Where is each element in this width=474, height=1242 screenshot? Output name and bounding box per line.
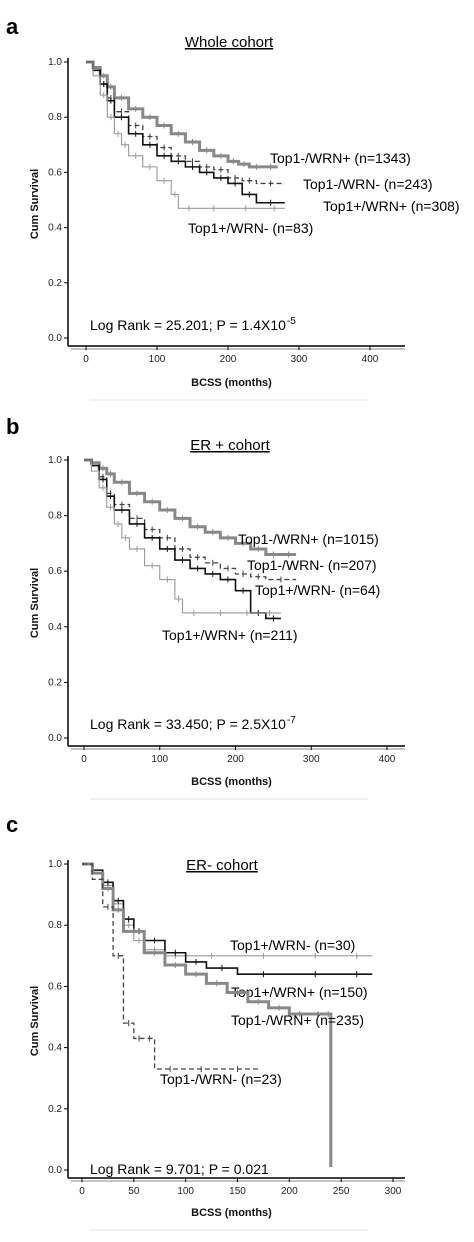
y-tick-label: 1.0 (48, 455, 62, 466)
y-tick-label: 1.0 (48, 57, 62, 68)
y-tick-label: 0.0 (48, 733, 62, 744)
x-axis-label: BCSS (months) (191, 776, 272, 788)
series-line (86, 61, 285, 209)
panel-c: c ER- cohort 0.0 0.2 0.4 0.6 0.8 1.0 0 50 100 150 2… (0, 802, 474, 1242)
x-axis-label: BCSS (months) (191, 377, 272, 389)
y-tick-label: 0.6 (48, 981, 62, 992)
panel-label-b: b (6, 414, 19, 439)
panel-label-a: a (6, 14, 19, 39)
y-tick-label: 0.2 (48, 278, 62, 289)
x-tick-label: 0 (83, 354, 89, 365)
y-tick-label: 0.2 (48, 1104, 62, 1115)
series-label: Top1-/WRN+ (n=1343) (270, 150, 411, 166)
panel-label-c: c (6, 812, 18, 837)
series-line (82, 863, 259, 1070)
x-tick-label: 100 (177, 1186, 194, 1197)
x-tick-label: 200 (220, 354, 237, 365)
x-tick-label: 50 (128, 1186, 140, 1197)
chart-b-svg: b ER + cohort 0.0 0.2 0.4 0.6 0.8 1.0 0 100 200 30… (6, 414, 405, 800)
y-tick-label: 0.8 (48, 920, 62, 931)
series-label: Top1-/WRN- (n=23) (160, 1071, 282, 1087)
x-tick-label: 300 (303, 754, 320, 765)
x-tick-label: 150 (229, 1186, 246, 1197)
series-label: Top1+/WRN+ (n=211) (162, 627, 298, 643)
x-tick-label: 0 (81, 754, 87, 765)
series-label: Top1+/WRN- (n=30) (230, 937, 355, 953)
log-rank-stat: Log Rank = 25.201; P = 1.4X10 (90, 317, 286, 333)
y-tick-label: 0.6 (48, 566, 62, 577)
series-line (82, 863, 373, 975)
panel-a: a Whole cohort 0.0 0.2 0.4 0.6 0.8 1.0 0 100 200 3… (0, 0, 474, 404)
series-line (84, 459, 281, 614)
series-label: Top1+/WRN+ (n=150) (231, 984, 368, 1000)
x-tick-label: 400 (362, 354, 379, 365)
x-tick-label: 250 (333, 1186, 350, 1197)
series-line (84, 458, 297, 557)
x-tick-label: 300 (291, 354, 308, 365)
y-tick-label: 0.8 (48, 112, 62, 123)
series-label: Top1-/WRN+ (n=1015) (238, 531, 379, 547)
chart-title: Whole cohort (185, 34, 274, 51)
x-tick-label: 200 (227, 754, 244, 765)
x-tick-label: 0 (79, 1186, 85, 1197)
log-rank-stat: Log Rank = 9.701; P = 0.021 (90, 1161, 269, 1177)
series-label: Top1+/WRN+ (n=308) (323, 198, 460, 214)
chart-c-svg: c ER- cohort 0.0 0.2 0.4 0.6 0.8 1.0 0 50 100 150 2… (6, 812, 405, 1231)
y-axis-label: Cum Survival (29, 169, 41, 239)
y-tick-label: 0.0 (48, 333, 62, 344)
y-tick-label: 0.0 (48, 1165, 62, 1176)
series-line (86, 60, 278, 169)
x-tick-label: 100 (149, 354, 166, 365)
x-tick-label: 100 (151, 754, 168, 765)
series-label: Top1-/WRN- (n=243) (303, 176, 433, 192)
y-tick-label: 0.4 (48, 622, 62, 633)
log-rank-exponent: -5 (287, 316, 296, 327)
chart-title: ER- cohort (186, 857, 259, 874)
series-line (82, 862, 333, 1167)
series-label: Top1+/WRN- (n=64) (255, 582, 380, 598)
y-tick-label: 1.0 (48, 859, 62, 870)
x-tick-label: 300 (385, 1186, 402, 1197)
series-label: Top1-/WRN+ (n=235) (231, 1012, 364, 1028)
series-label: Top1+/WRN- (n=83) (188, 220, 313, 236)
y-axis-label: Cum Survival (29, 568, 41, 638)
panel-b: b ER + cohort 0.0 0.2 0.4 0.6 0.8 1.0 0 100 200 30… (0, 404, 474, 802)
chart-title: ER + cohort (190, 437, 270, 454)
y-tick-label: 0.6 (48, 167, 62, 178)
log-rank-exponent: -7 (287, 715, 296, 726)
y-tick-label: 0.4 (48, 1043, 62, 1054)
log-rank-stat: Log Rank = 33.450; P = 2.5X10 (90, 716, 286, 732)
x-axis-label: BCSS (months) (191, 1207, 272, 1219)
series-label: Top1-/WRN- (n=207) (247, 557, 377, 573)
y-tick-label: 0.4 (48, 223, 62, 234)
y-tick-label: 0.2 (48, 677, 62, 688)
chart-a-svg: a Whole cohort 0.0 0.2 0.4 0.6 0.8 1.0 0 100 200 3… (6, 14, 460, 401)
y-tick-label: 0.8 (48, 511, 62, 522)
y-axis-label: Cum Survival (29, 986, 41, 1056)
x-tick-label: 400 (379, 754, 396, 765)
x-tick-label: 200 (281, 1186, 298, 1197)
